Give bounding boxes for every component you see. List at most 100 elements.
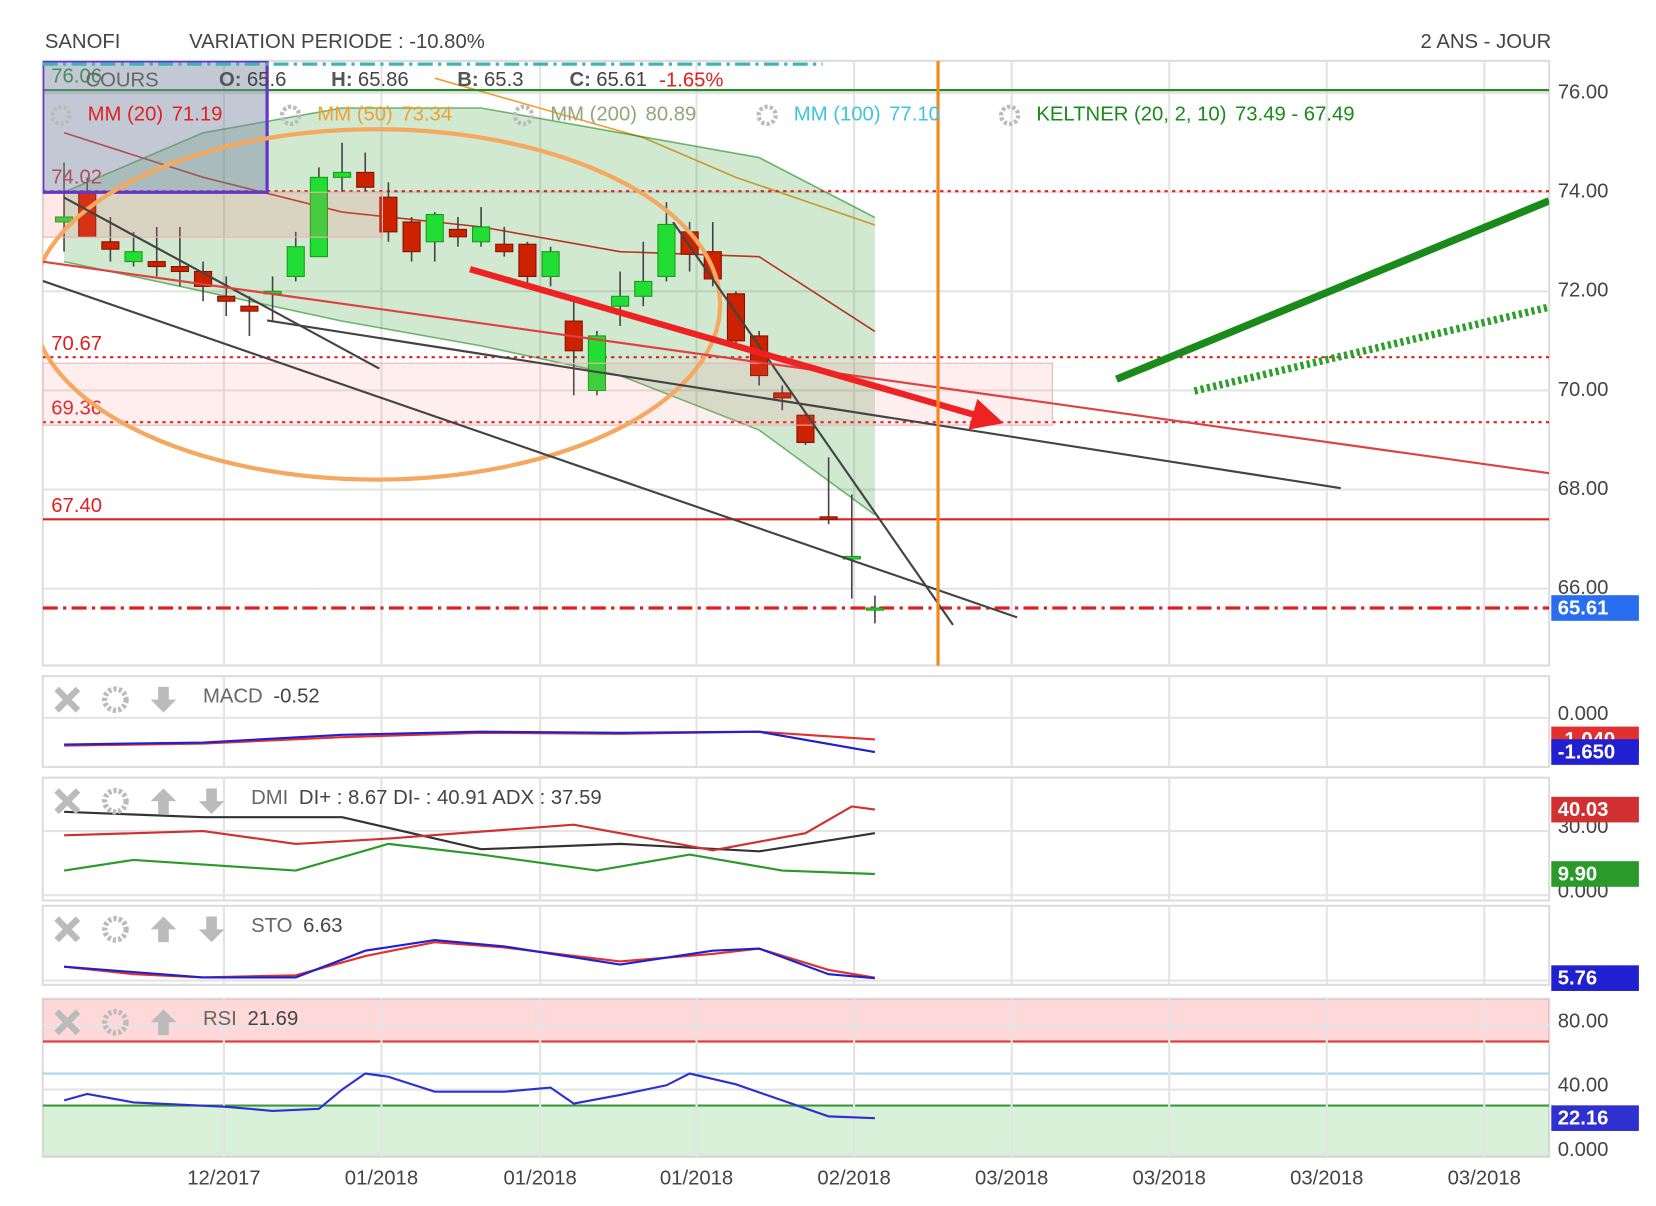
trend-line [266, 319, 1341, 490]
series-line [63, 1072, 875, 1120]
close-icon[interactable] [54, 1009, 81, 1036]
settings-icon[interactable] [512, 104, 535, 127]
series-line [64, 938, 875, 980]
candle-body [356, 171, 375, 188]
candle-body [773, 392, 792, 399]
moving-average [434, 77, 876, 226]
keltner-line [63, 107, 876, 219]
legend-value: 73.34 [401, 104, 452, 126]
symbol: SANOFI [45, 31, 121, 53]
level-label: 74.02 [51, 167, 102, 189]
ohlc-item: C: 65.61 [569, 70, 647, 92]
ohlc-key: H: [331, 70, 352, 92]
plot [42, 60, 1550, 666]
legend-entry: MM (200) 80.89 [550, 104, 696, 126]
plot [42, 676, 1550, 767]
indicator-name: RSI [203, 1008, 237, 1030]
indicator-value: 6.63 [303, 916, 342, 938]
legend-value: 71.19 [172, 104, 223, 126]
candle-body [472, 226, 491, 243]
candle-body [634, 280, 653, 297]
candle-body [425, 213, 444, 243]
candle-body [796, 414, 815, 444]
annotations [42, 60, 1550, 666]
candle-body [101, 241, 120, 250]
close-icon[interactable] [54, 916, 81, 943]
candle-body [611, 295, 630, 307]
candle-body [217, 295, 236, 302]
candle-body [495, 243, 514, 253]
indicator-title: STO 6.63 [251, 916, 343, 938]
settings-icon[interactable] [756, 104, 778, 127]
legend-value: 73.49 - 67.49 [1235, 104, 1355, 126]
settings-icon[interactable] [102, 686, 129, 714]
x-tick-label: 03/2018 [1133, 1168, 1206, 1190]
settings-icon[interactable] [50, 104, 72, 127]
y-tick-label: 40.00 [1558, 1075, 1609, 1097]
legend-name: MM (100) [794, 104, 881, 126]
move-up-icon[interactable] [150, 788, 177, 814]
move-up-icon[interactable] [150, 916, 177, 943]
move-down-icon[interactable] [198, 788, 225, 814]
keltner-band [64, 107, 875, 515]
value-tag [1551, 965, 1639, 991]
plot [42, 777, 1550, 901]
panel [41, 675, 1551, 769]
series-line [64, 730, 876, 754]
ohlc-value: 65.3 [484, 70, 523, 92]
candle-body [147, 261, 166, 268]
ohlc-item: O: 65.6 [219, 70, 286, 92]
overbought-zone [42, 998, 1550, 1042]
legend-entry: MM (100) 77.10 [794, 104, 940, 126]
candle-body [657, 223, 676, 277]
legend-name: KELTNER (20, 2, 10) [1036, 104, 1226, 126]
candle-body [402, 221, 421, 253]
y-tick-label: 76.00 [1558, 81, 1609, 103]
ohlc-item: B: 65.3 [457, 70, 523, 92]
settings-icon[interactable] [102, 915, 129, 943]
change-label: -1.65% [659, 70, 723, 92]
x-tick-label: 12/2017 [187, 1168, 260, 1190]
candle-body [286, 246, 305, 277]
candle-body [240, 305, 259, 312]
close-icon[interactable] [54, 788, 81, 815]
zone [42, 362, 1053, 426]
indicator-name: MACD [203, 686, 263, 708]
level-label: 76.06 [51, 66, 102, 88]
legend-entry: MM (20) 71.19 [88, 104, 223, 126]
period: 2 ANS - JOUR [1421, 31, 1552, 53]
value-tag [1551, 861, 1639, 887]
series-line [64, 805, 876, 852]
candle-body [819, 516, 838, 520]
indicator-value: -0.52 [273, 686, 319, 708]
value-tag-label: -1.650 [1558, 741, 1616, 763]
settings-icon[interactable] [279, 104, 302, 127]
y-tick-label: 70.00 [1558, 379, 1609, 401]
indicator-value: 21.69 [247, 1008, 298, 1030]
move-down-icon[interactable] [198, 916, 225, 943]
legend-entry: MM (50) 73.34 [317, 104, 452, 126]
legend-name: MM (200) [550, 104, 637, 126]
x-tick-label: 01/2018 [660, 1168, 733, 1190]
indicator-value: DI+ : 8.67 DI- : 40.91 ADX : 37.59 [299, 787, 602, 809]
indicator-title: MACD -0.52 [203, 686, 320, 708]
x-tick-label: 03/2018 [1448, 1168, 1521, 1190]
settings-icon[interactable] [102, 787, 129, 815]
trend-line [1115, 197, 1550, 383]
value-tag-label: 65.61 [1558, 597, 1609, 619]
y-tick-label: 72.00 [1558, 280, 1609, 302]
legend-value: 77.10 [889, 104, 940, 126]
y-tick-label: 68.00 [1558, 478, 1609, 500]
indicator-name: STO [251, 916, 292, 938]
trend-line [42, 260, 1550, 475]
ohlc-value: 65.61 [596, 70, 647, 92]
indicator-title: RSI 21.69 [203, 1008, 298, 1030]
settings-icon[interactable] [998, 104, 1021, 127]
close-icon[interactable] [54, 686, 81, 713]
plot [42, 905, 1550, 985]
y-tick-label: 80.00 [1558, 1011, 1609, 1033]
indicator-title: DMI DI+ : 8.67 DI- : 40.91 ADX : 37.59 [251, 787, 602, 809]
settings-icon[interactable] [102, 1008, 129, 1036]
move-up-icon[interactable] [150, 1009, 177, 1036]
trend-line [672, 221, 954, 626]
